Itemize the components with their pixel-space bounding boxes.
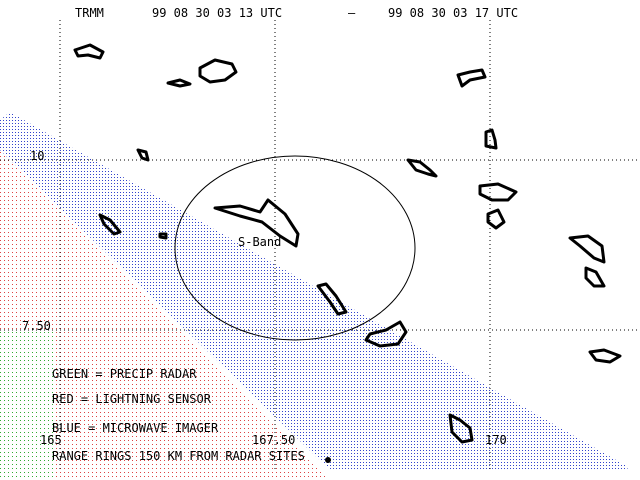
range-ring bbox=[174, 155, 416, 341]
legend-item: GREEN = PRECIP RADAR bbox=[52, 367, 197, 381]
imager-swath bbox=[0, 112, 630, 470]
start-time: 99 08 30 03 13 UTC bbox=[152, 6, 282, 20]
legend-item: RANGE RINGS 150 KM FROM RADAR SITES bbox=[52, 449, 305, 463]
precip-swath bbox=[0, 330, 55, 480]
legend-item: BLUE = MICROWAVE IMAGER bbox=[52, 421, 219, 435]
islands bbox=[73, 43, 622, 463]
lon-label: 170 bbox=[485, 433, 507, 447]
grid bbox=[0, 20, 640, 470]
lat-label: 7.50 bbox=[22, 319, 51, 333]
legend-item: RED = LIGHTNING SENSOR bbox=[52, 392, 212, 406]
lightning-swath bbox=[0, 150, 330, 480]
title: TRMM bbox=[75, 6, 104, 20]
end-time: 99 08 30 03 17 UTC bbox=[388, 6, 518, 20]
lon-label: 167.50 bbox=[252, 433, 295, 447]
radar-label: S-Band bbox=[238, 235, 281, 249]
separator: — bbox=[348, 6, 356, 20]
lon-label: 165 bbox=[40, 433, 62, 447]
lat-label: 10 bbox=[30, 149, 44, 163]
